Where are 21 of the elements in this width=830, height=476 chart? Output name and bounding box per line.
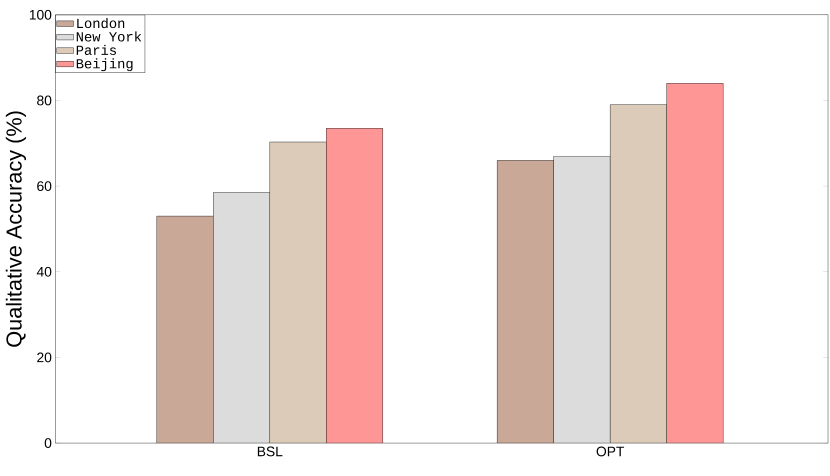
x-tick-label: BSL bbox=[258, 446, 282, 457]
bar bbox=[666, 83, 724, 444]
bar bbox=[326, 128, 383, 444]
y-tick-label: 100 bbox=[30, 10, 52, 20]
y-tick-label: 40 bbox=[36, 267, 52, 277]
legend-label: Paris bbox=[76, 45, 116, 56]
x-tick-label: OPT bbox=[596, 446, 624, 457]
y-axis-title: Qualitative Accuracy (%) bbox=[6, 112, 26, 347]
legend-label: New York bbox=[76, 32, 142, 42]
bar bbox=[610, 104, 667, 444]
y-tick-label: 0 bbox=[44, 438, 52, 448]
legend-label: London bbox=[77, 18, 124, 28]
y-tick-label: 20 bbox=[37, 352, 52, 362]
bar bbox=[270, 142, 326, 444]
bar bbox=[496, 160, 554, 444]
bar bbox=[213, 192, 270, 444]
bar bbox=[156, 216, 214, 444]
bar bbox=[553, 156, 610, 444]
legend-label: Beijing bbox=[76, 58, 133, 72]
y-tick-label: 60 bbox=[37, 181, 52, 192]
y-tick-label: 80 bbox=[37, 96, 52, 106]
